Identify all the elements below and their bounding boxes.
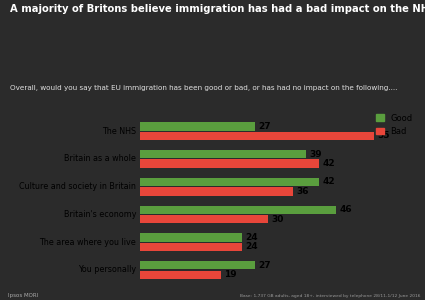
Bar xyxy=(140,178,319,186)
Text: A majority of Britons believe immigration has had a bad impact on the NHS but ar: A majority of Britons believe immigratio… xyxy=(11,4,425,14)
Text: Britain's economy: Britain's economy xyxy=(64,210,136,219)
Text: Britain as a whole: Britain as a whole xyxy=(64,154,136,163)
Text: 42: 42 xyxy=(322,177,335,186)
Text: 27: 27 xyxy=(258,122,271,131)
Text: The NHS: The NHS xyxy=(102,127,136,136)
Text: 24: 24 xyxy=(246,242,258,251)
Text: 30: 30 xyxy=(271,214,283,224)
Text: Ipsos MORI: Ipsos MORI xyxy=(8,293,39,298)
Text: Culture and society in Britain: Culture and society in Britain xyxy=(19,182,136,191)
Bar xyxy=(140,271,221,279)
Bar xyxy=(140,215,268,223)
Text: Base: 1,737 GB adults, aged 18+, interviewed by telephone 28/11-1/12 June 2016: Base: 1,737 GB adults, aged 18+, intervi… xyxy=(240,295,421,298)
Text: 46: 46 xyxy=(339,205,352,214)
Text: 24: 24 xyxy=(246,233,258,242)
Text: Overall, would you say that EU immigration has been good or bad, or has had no i: Overall, would you say that EU immigrati… xyxy=(11,85,398,91)
Bar xyxy=(140,122,255,130)
Bar xyxy=(140,261,255,269)
Text: 27: 27 xyxy=(258,261,271,270)
Text: 19: 19 xyxy=(224,270,237,279)
Bar xyxy=(140,150,306,158)
Text: 36: 36 xyxy=(297,187,309,196)
Bar xyxy=(140,159,319,168)
Bar xyxy=(140,187,293,196)
Bar xyxy=(140,206,336,214)
Text: 55: 55 xyxy=(377,131,390,140)
Legend: Good, Bad: Good, Bad xyxy=(376,114,412,136)
Text: 42: 42 xyxy=(322,159,335,168)
Bar xyxy=(140,243,242,251)
Bar xyxy=(140,233,242,242)
Text: You personally: You personally xyxy=(78,266,136,274)
Text: 39: 39 xyxy=(309,150,322,159)
Bar xyxy=(140,132,374,140)
Text: The area where you live: The area where you live xyxy=(40,238,136,247)
